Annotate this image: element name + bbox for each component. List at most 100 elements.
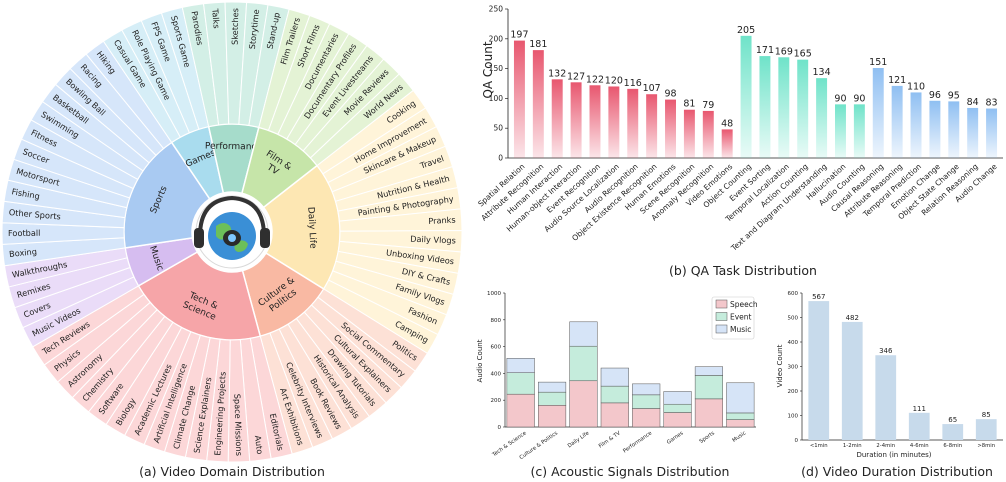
- bar-b-emotion-change: [929, 100, 941, 158]
- stack-event-sports: [694, 375, 723, 400]
- bar-d-4-6min: [908, 412, 930, 440]
- stack-speech-music: [726, 419, 755, 428]
- x-tick-label-d: 2-4min: [876, 443, 895, 449]
- stack-speech-games: [663, 412, 692, 428]
- y-axis-label-d: Video Count: [776, 344, 784, 387]
- bar-value-label-b: 84: [967, 97, 979, 108]
- bar-b-human-interaction: [551, 79, 563, 158]
- caption-d: (d) Video Duration Distribution: [801, 464, 993, 479]
- x-tick-label-c: Daily Life: [567, 430, 591, 449]
- bar-value-label-b: 79: [702, 100, 714, 111]
- stack-speech-culture-politics: [538, 405, 567, 428]
- video-duration-bar-chart: 0 100 200 300 400 500 600 567 <1min 482 1-2min 346 2…: [788, 291, 1003, 449]
- stack-event-culture-politics: [538, 391, 567, 406]
- bar-value-label-b: 96: [929, 90, 941, 101]
- y-axis-label-c: Audio Count: [476, 339, 484, 382]
- y-tick-label-d: 300: [788, 365, 799, 371]
- legend-swatch-speech: [715, 299, 728, 309]
- y-tick-label-b: 200: [489, 34, 504, 43]
- y-tick-label-c: 400: [491, 371, 502, 377]
- bar-b-event-sorting: [759, 56, 771, 158]
- y-tick-label-c: 0: [498, 425, 502, 431]
- leaf-label-storytime: Storytime: [247, 9, 261, 50]
- x-tick-label-c: Film & TV: [598, 430, 622, 450]
- y-tick-label-c: 800: [491, 318, 502, 324]
- bar-d-1min: [808, 301, 830, 440]
- bar-value-label-d: 85: [982, 411, 991, 419]
- legend-swatch-event: [715, 312, 728, 321]
- bar-b-human-object-interaction: [570, 82, 582, 158]
- y-tick-label-d: 100: [788, 414, 799, 420]
- bar-value-label-b: 95: [948, 90, 960, 101]
- leaf-label-other-sports: Other Sports: [8, 207, 61, 221]
- x-tick-label-c: Games: [666, 430, 685, 446]
- center-globe-icon: [194, 195, 270, 269]
- bar-value-label-b: 81: [683, 99, 695, 110]
- stack-music-tech-science: [506, 358, 535, 373]
- bar-b-event-recognition: [589, 85, 601, 158]
- bar-d-1-2min: [841, 321, 863, 440]
- bar-value-label-b: 107: [643, 83, 661, 94]
- bar-value-label-b: 151: [869, 57, 887, 68]
- stack-speech-daily-life: [569, 380, 598, 428]
- stack-speech-film-tv: [600, 402, 629, 428]
- stack-event-music: [726, 412, 755, 420]
- y-tick-label-b: 100: [489, 94, 504, 103]
- bar-value-label-b: 110: [907, 81, 925, 92]
- y-tick-label-d: 500: [788, 316, 799, 322]
- stack-music-games: [663, 391, 692, 405]
- legend-swatch-music: [715, 324, 728, 334]
- caption-c: (c) Acoustic Signals Distribution: [531, 464, 730, 479]
- bar-value-label-d: 346: [879, 347, 893, 355]
- leaf-label-boxing: Boxing: [9, 246, 38, 259]
- y-axis-label-b: QA Count: [481, 41, 495, 98]
- bar-b-hallucination: [835, 104, 846, 158]
- x-tick-label-d: >8min: [977, 443, 995, 449]
- bar-b-text-and-diagram-understanding: [816, 78, 828, 158]
- stack-music-sports: [694, 366, 723, 376]
- bar-b-causal-reasoning: [872, 68, 884, 158]
- leaf-label-space-missions: Space Missions: [232, 394, 244, 456]
- x-tick-label-d: 1-2min: [843, 443, 862, 449]
- stack-speech-performance: [632, 408, 661, 428]
- leaf-label-talks: Talks: [210, 7, 222, 29]
- x-tick-label-d: 4-6min: [910, 443, 929, 449]
- y-tick-label-c: 200: [491, 398, 502, 404]
- domain-label-performance: Performance: [205, 142, 263, 153]
- bar-b-spatial-relation: [513, 40, 525, 159]
- y-tick-label-c: 1000: [487, 291, 501, 297]
- bar-value-label-b: 127: [567, 71, 585, 82]
- leaf-label-football: Football: [8, 228, 40, 238]
- x-tick-label-c: Music: [732, 430, 748, 444]
- leaf-wedge-world-news: [309, 73, 414, 167]
- bar-value-label-d: 567: [812, 293, 825, 301]
- bar-value-label-b: 90: [853, 93, 865, 104]
- leaf-label-sketches: Sketches: [230, 8, 241, 45]
- stack-event-film-tv: [600, 385, 629, 404]
- bar-value-label-b: 197: [510, 30, 528, 41]
- bar-b-human-emotions: [665, 99, 676, 158]
- y-tick-label-b: 50: [493, 124, 503, 133]
- y-tick-label-d: 0: [795, 438, 799, 444]
- stack-speech-tech-science: [506, 393, 535, 428]
- caption-a: (a) Video Domain Distribution: [139, 464, 325, 479]
- bar-value-label-b: 83: [986, 98, 998, 109]
- y-tick-label-d: 200: [788, 389, 799, 395]
- bar-d-8min: [975, 419, 997, 440]
- bar-value-label-b: 121: [888, 75, 906, 86]
- stack-event-tech-science: [506, 372, 535, 395]
- legend-label-event: Event: [730, 313, 752, 322]
- y-tick-label-c: 600: [491, 345, 502, 351]
- y-tick-label-b: 250: [489, 5, 504, 14]
- stack-event-daily-life: [569, 345, 598, 382]
- x-tick-label-d: <1min: [810, 443, 828, 449]
- stack-music-daily-life: [569, 321, 598, 347]
- stack-music-film-tv: [600, 367, 629, 387]
- bar-value-label-b: 134: [813, 67, 831, 78]
- bar-b-relation-reasoning: [967, 107, 979, 158]
- bar-b-scene-recognition: [683, 109, 695, 158]
